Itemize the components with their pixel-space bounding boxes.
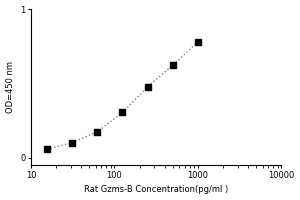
Point [196,40,200,44]
Y-axis label: OD=450 nm: OD=450 nm [6,61,15,113]
Point [145,85,150,88]
Point [70,141,75,144]
X-axis label: Rat Gzms-B Concentration(pg/ml ): Rat Gzms-B Concentration(pg/ml ) [84,185,228,194]
Point [170,64,175,67]
Point [95,130,100,133]
Point [45,148,50,151]
Point [120,111,125,114]
